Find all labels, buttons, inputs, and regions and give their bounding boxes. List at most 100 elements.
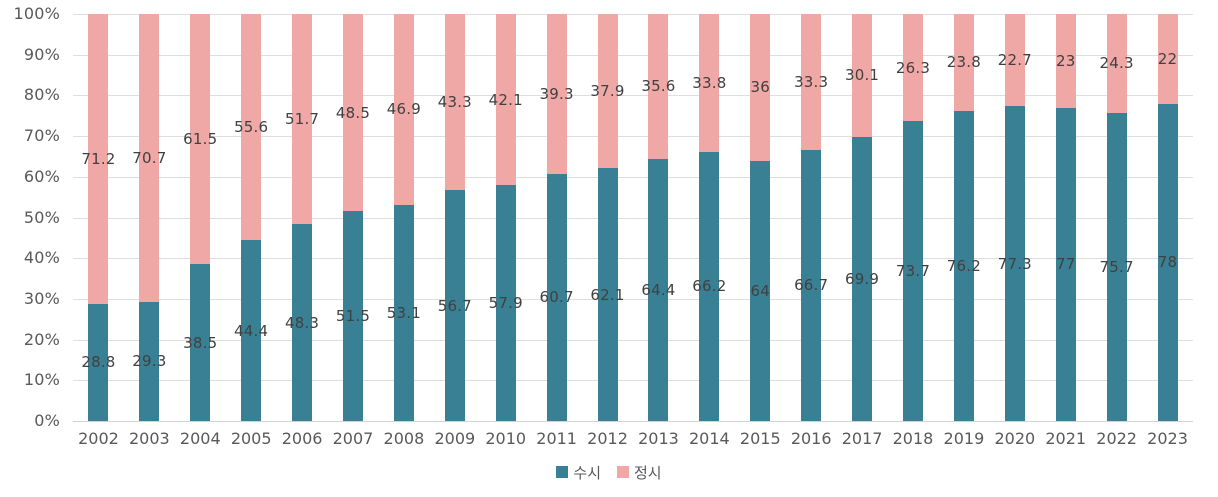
bar-segment-jeongsi [241,14,262,241]
data-label-susi: 75.7 [1099,258,1134,276]
x-tick-label: 2017 [841,429,883,448]
data-label-susi: 44.4 [234,322,269,340]
data-label-susi: 56.7 [437,297,472,315]
gridline [73,55,1193,56]
data-label-susi: 28.8 [81,353,116,371]
legend-swatch-susi-icon [556,466,569,478]
data-label-jeongsi: 51.7 [284,110,320,128]
x-tick-label: 2008 [383,429,425,448]
bar-segment-jeongsi [343,14,363,212]
data-label-jeongsi: 33.3 [794,73,829,91]
bar-segment-susi [648,158,669,421]
bar-segment-jeongsi [597,14,618,169]
bar-segment-susi [444,190,465,421]
bar-segment-susi [139,301,160,421]
bar-segment-jeongsi [852,14,873,137]
x-tick-label: 2021 [1045,429,1087,448]
data-label-jeongsi: 36 [750,78,771,96]
data-label-jeongsi: 24.3 [1099,54,1134,72]
bar-segment-jeongsi [88,14,109,304]
gridline [73,14,1193,15]
bar-segment-susi [292,224,313,421]
data-label-susi: 29.3 [132,352,167,370]
bar-segment-susi [495,185,516,421]
data-label-susi: 38.5 [183,334,218,352]
data-label-susi: 64.4 [641,281,676,299]
bar-segment-jeongsi [546,14,567,174]
data-label-susi: 77.3 [997,255,1032,273]
x-tick-label: 2004 [179,429,221,448]
y-tick-label: 60% [23,167,60,186]
y-tick-label: 100% [13,4,60,23]
bar-segment-susi [1004,106,1025,421]
x-tick-label: 2022 [1096,429,1137,448]
legend-item-jeongsi: 정시 [617,462,662,483]
bar-segment-jeongsi [139,14,160,302]
gridline [73,340,1193,341]
data-label-jeongsi: 61.5 [183,130,218,148]
data-label-jeongsi: 39.3 [539,85,574,103]
bar-segment-susi [1106,112,1127,421]
data-label-jeongsi: 33.8 [692,74,727,92]
data-label-susi: 64 [750,282,771,300]
x-tick-label: 2005 [230,429,272,448]
bar-segment-jeongsi [1157,14,1178,104]
gridline [73,95,1193,96]
bar-segment-susi [953,110,974,421]
x-tick-label: 2007 [332,429,374,448]
x-tick-label: 2006 [281,429,323,448]
data-label-susi: 66.2 [692,277,727,295]
bar-segment-susi [1055,107,1076,421]
bar-segment-susi [1157,103,1178,421]
gridline [73,258,1193,259]
bar-segment-jeongsi [1004,14,1025,107]
bar-segment-jeongsi [190,14,211,265]
data-label-jeongsi: 22.7 [997,51,1032,69]
bar-segment-susi [903,121,923,421]
x-tick-label: 2009 [434,429,476,448]
x-tick-label: 2011 [536,429,577,448]
bar-segment-susi [190,264,211,421]
legend-label-jeongsi: 정시 [634,463,662,482]
legend-item-susi: 수시 [556,462,601,483]
gridline [73,218,1193,219]
data-label-susi: 62.1 [590,286,625,304]
data-label-susi: 53.1 [386,304,421,322]
bar-segment-jeongsi [1106,14,1127,113]
data-label-susi: 76.2 [946,257,981,275]
data-label-susi: 77 [1055,255,1076,273]
bar-segment-susi [393,204,414,421]
gridline [73,136,1193,137]
y-tick-label: 20% [23,330,60,349]
bar-segment-susi [241,240,262,421]
x-tick-label: 2002 [78,429,119,448]
gridline [73,177,1193,178]
data-label-susi: 73.7 [895,262,931,280]
x-tick-label: 2016 [790,429,832,448]
bar-segment-susi [546,173,567,421]
data-label-susi: 57.9 [488,294,523,312]
y-tick-label: 10% [23,370,60,389]
data-label-jeongsi: 22 [1157,50,1178,68]
x-tick-label: 2014 [689,429,730,448]
bar-segment-susi [852,136,873,421]
data-label-jeongsi: 43.3 [437,93,472,111]
y-tick-label: 70% [23,126,60,145]
x-tick-label: 2015 [739,429,781,448]
data-label-jeongsi: 26.3 [895,59,931,77]
data-label-jeongsi: 48.5 [335,104,371,122]
bar-segment-jeongsi [393,14,414,205]
data-label-susi: 78 [1157,253,1178,271]
data-label-susi: 51.5 [335,307,371,325]
data-label-jeongsi: 30.1 [844,66,880,84]
y-tick-label: 80% [23,85,60,104]
gridline [73,299,1193,300]
bar-segment-jeongsi [903,14,923,122]
bar-segment-susi [343,211,363,421]
x-tick-label: 2013 [638,429,679,448]
data-label-jeongsi: 23 [1055,52,1076,70]
y-tick-label: 40% [23,248,60,267]
bar-segment-jeongsi [648,14,669,159]
gridline [73,380,1193,381]
